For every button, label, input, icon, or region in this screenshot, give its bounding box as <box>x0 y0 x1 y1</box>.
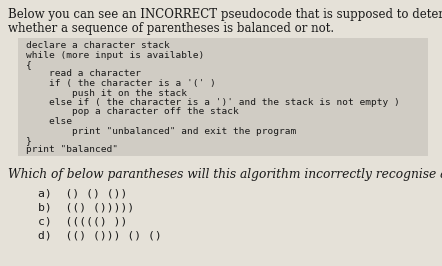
Text: Below you can see an INCORRECT pseudocode that is supposed to determine: Below you can see an INCORRECT pseudocod… <box>8 8 442 21</box>
Text: whether a sequence of parentheses is balanced or not.: whether a sequence of parentheses is bal… <box>8 22 334 35</box>
Text: if ( the character is a '(' ): if ( the character is a '(' ) <box>26 79 216 88</box>
Text: print "balanced": print "balanced" <box>26 146 118 155</box>
Text: b)  (() ())))): b) (() ())))) <box>38 202 134 212</box>
Text: pop a character off the stack: pop a character off the stack <box>26 107 239 117</box>
Text: }: } <box>26 136 32 145</box>
Text: {: { <box>26 60 32 69</box>
Text: print "unbalanced" and exit the program: print "unbalanced" and exit the program <box>26 127 296 135</box>
Text: read a character: read a character <box>26 69 141 78</box>
Text: else if ( the character is a ')' and the stack is not empty ): else if ( the character is a ')' and the… <box>26 98 400 107</box>
Bar <box>18 38 428 156</box>
Text: Which of below parantheses will this algorithm incorrectly recognise as balanced: Which of below parantheses will this alg… <box>8 168 442 181</box>
Text: c)  ((((() )): c) ((((() )) <box>38 216 127 226</box>
Text: push it on the stack: push it on the stack <box>26 89 187 98</box>
Text: while (more input is available): while (more input is available) <box>26 51 204 60</box>
Text: d)  (() ())) () (): d) (() ())) () () <box>38 230 162 240</box>
Text: a)  () () ()): a) () () ()) <box>38 188 127 198</box>
Text: else: else <box>26 117 72 126</box>
Text: declare a character stack: declare a character stack <box>26 41 170 50</box>
